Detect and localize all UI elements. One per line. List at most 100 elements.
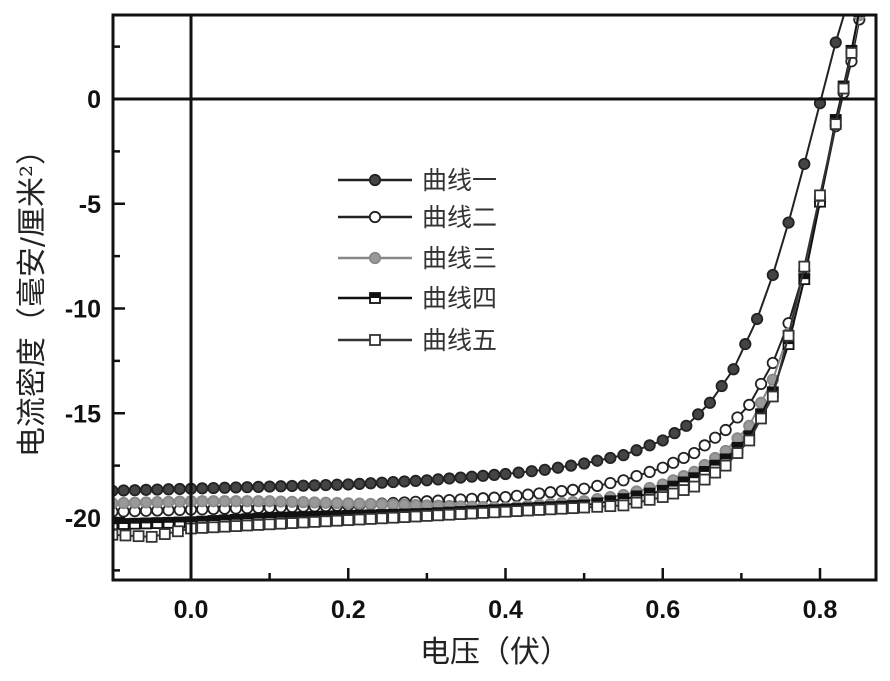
data-point-marker [285, 479, 299, 493]
data-point-marker [643, 439, 656, 452]
data-point-marker [630, 444, 643, 457]
data-point-marker [420, 474, 433, 487]
y-tick-label: -15 [65, 400, 101, 428]
data-point-marker [743, 434, 756, 447]
data-point-marker [465, 470, 478, 483]
data-point-marker [297, 496, 310, 509]
data-point-marker [286, 517, 298, 529]
data-point-marker [420, 510, 433, 522]
data-point-marker [263, 480, 276, 493]
legend-label: 曲线一 [422, 166, 497, 195]
data-point-marker [499, 467, 512, 481]
data-point-marker [604, 500, 617, 513]
data-point-marker [798, 260, 811, 273]
legend-marker [368, 251, 382, 265]
data-point-marker [677, 451, 690, 465]
data-point-marker [454, 508, 467, 521]
data-point-marker [750, 312, 764, 326]
data-point-marker [643, 493, 656, 506]
data-point-marker [754, 377, 768, 391]
data-point-marker [578, 501, 591, 514]
data-point-marker [591, 500, 604, 513]
data-point-marker [544, 503, 557, 516]
data-point-marker [218, 495, 231, 508]
data-point-marker [375, 476, 389, 489]
legend-item-2: 曲线二 [338, 203, 497, 232]
data-point-marker [342, 497, 355, 510]
data-point-marker [630, 469, 643, 483]
data-point-marker [739, 338, 752, 351]
data-point-marker [151, 496, 164, 509]
data-point-marker [604, 451, 617, 465]
y-axis-title: 电流密度（毫安/厘米²） [15, 135, 50, 457]
data-point-marker [766, 268, 779, 282]
legend-item-3: 曲线三 [338, 244, 497, 273]
data-point-marker [829, 36, 842, 49]
data-point-marker [117, 496, 130, 510]
data-point-marker [533, 487, 546, 500]
data-point-marker [128, 484, 141, 497]
data-point-marker [398, 475, 411, 488]
data-point-marker [218, 520, 231, 533]
legend-item-1: 曲线一 [338, 166, 497, 195]
data-point-marker [488, 468, 501, 482]
data-point-marker [443, 508, 456, 521]
y-tick-label: -10 [65, 296, 101, 324]
data-point-marker [667, 456, 680, 469]
data-point-marker [162, 483, 175, 496]
data-point-marker [398, 511, 411, 524]
data-point-marker [630, 496, 643, 509]
data-point-marker [151, 483, 164, 496]
data-point-marker [364, 477, 377, 490]
data-point-marker [319, 515, 332, 528]
data-point-marker [128, 496, 141, 509]
data-point-marker [499, 490, 512, 504]
data-point-marker [715, 379, 728, 393]
data-point-marker [465, 507, 478, 520]
data-point-marker [656, 461, 669, 474]
data-point-marker [229, 495, 243, 508]
data-point-marker [499, 505, 512, 518]
data-point-marker [432, 473, 445, 486]
data-point-marker [196, 521, 209, 534]
data-point-marker [207, 481, 220, 495]
data-point-marker [677, 484, 690, 496]
data-point-marker [364, 512, 377, 525]
data-point-marker [330, 478, 344, 491]
data-point-marker [578, 482, 591, 495]
data-point-marker [578, 457, 591, 470]
data-point-marker [113, 528, 119, 541]
legend-label: 曲线四 [422, 284, 497, 313]
legend-label: 曲线五 [422, 326, 497, 355]
data-point-marker [139, 496, 153, 509]
data-point-marker [145, 530, 158, 543]
data-point-marker [743, 398, 756, 411]
data-point-marker [158, 528, 171, 540]
data-point-marker [566, 502, 579, 515]
data-point-marker [814, 189, 826, 202]
data-point-marker [798, 157, 811, 171]
data-point-marker [409, 510, 422, 523]
data-point-marker [544, 486, 557, 499]
data-point-marker [342, 478, 355, 491]
data-point-marker [782, 216, 795, 229]
data-point-marker [376, 512, 388, 525]
legend-label: 曲线二 [422, 203, 497, 232]
data-point-marker [656, 434, 669, 447]
data-point-marker [731, 447, 744, 459]
data-point-marker [241, 481, 254, 494]
data-point-marker [510, 505, 523, 518]
data-point-marker [319, 478, 332, 492]
data-point-marker [297, 479, 310, 492]
legend-item-5: 曲线五 [338, 326, 497, 355]
data-point-marker [308, 496, 321, 509]
data-point-marker [319, 496, 332, 509]
data-point-marker [398, 498, 411, 511]
data-point-marker [617, 499, 630, 512]
data-point-marker [698, 473, 711, 486]
data-point-marker [538, 463, 551, 476]
data-point-marker [230, 520, 242, 532]
data-point-marker [173, 482, 186, 496]
data-point-marker [274, 517, 287, 530]
